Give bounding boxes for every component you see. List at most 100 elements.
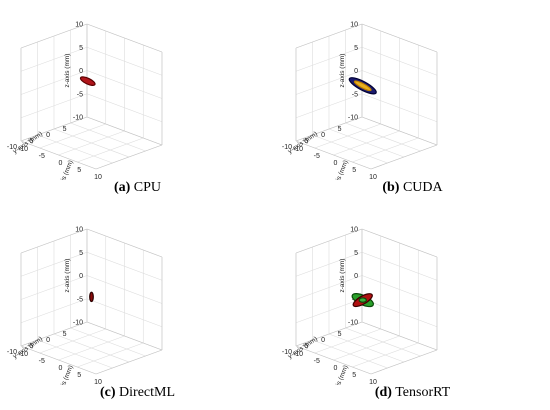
box-edge — [20, 228, 88, 254]
y-tick-label: 5 — [338, 331, 342, 338]
y-tick-label: 5 — [63, 126, 67, 133]
box-edge — [86, 321, 163, 351]
z-axis-label: z-axis (mm) — [64, 54, 71, 88]
x-tick-label: -5 — [39, 153, 45, 160]
grid-line — [328, 128, 405, 158]
caption-label: (b) — [382, 180, 400, 195]
y-tick-label: -5 — [27, 138, 33, 145]
box-edge — [20, 345, 97, 375]
panel-cpu: 10 5 0 -5 -10 z-axis (mm) -10 -5 0 5 y-axis (mm) -1… — [0, 0, 275, 205]
z-tick-label: 10 — [350, 227, 358, 234]
z-tick-label: 0 — [354, 68, 358, 75]
y-tick-label: -5 — [302, 138, 308, 145]
caption-name: CUDA — [402, 180, 443, 195]
caption-label: (c) — [99, 385, 116, 400]
x-tick-label: -10 — [293, 146, 303, 153]
x-tick-label: -10 — [18, 146, 28, 153]
x-tick-label: -5 — [39, 358, 45, 365]
x-tick-label: 5 — [352, 372, 356, 379]
z-tick-label: -10 — [348, 320, 358, 327]
grid-line — [70, 327, 146, 357]
grid-line — [295, 70, 363, 95]
z-tick-label: 5 — [79, 45, 83, 52]
box-edge — [86, 23, 163, 53]
z-tick-label: 0 — [354, 273, 358, 280]
grid-line — [295, 46, 363, 72]
y-tick-label: 0 — [46, 132, 50, 139]
box-edge — [361, 228, 438, 258]
grid-line — [70, 122, 146, 152]
y-tick-label: 0 — [321, 337, 325, 344]
box-edge — [20, 23, 88, 49]
y-tick-label: -10 — [282, 144, 292, 151]
grid-line — [361, 46, 438, 76]
box-edge — [295, 321, 363, 347]
box-edge — [370, 144, 438, 170]
z-tick-label: -5 — [77, 91, 83, 98]
z-tick-label: -10 — [73, 115, 83, 122]
box-edge — [86, 116, 163, 146]
box-edge — [361, 116, 438, 146]
z-tick-label: 10 — [75, 22, 83, 29]
grid-line — [77, 137, 144, 163]
grid-line — [328, 333, 405, 363]
ellipsoid-mark — [79, 76, 96, 86]
caption-name: DirectML — [119, 385, 176, 400]
z-tick-label: 5 — [354, 45, 358, 52]
x-tick-label: 5 — [77, 167, 81, 174]
ellipsoid-mark — [358, 297, 367, 303]
z-tick-label: 10 — [350, 22, 358, 29]
z-axis-label: z-axis (mm) — [339, 259, 346, 293]
caption-tensorrt: (d) TensorRT — [275, 385, 550, 401]
box-edge — [20, 321, 88, 347]
x-tick-label: 10 — [94, 379, 102, 385]
z-axis-label: z-axis (mm) — [339, 54, 346, 88]
box-edge — [295, 228, 363, 254]
x-tick-label: 10 — [94, 174, 102, 180]
grid-line — [20, 46, 88, 72]
grid-line — [361, 275, 438, 304]
x-tick-label: -5 — [314, 153, 320, 160]
grid-line — [86, 275, 163, 304]
box-edge — [295, 345, 372, 375]
y-tick-label: 0 — [321, 132, 325, 139]
grid-line — [345, 327, 421, 357]
box-edge — [370, 349, 438, 375]
grid-line — [295, 275, 363, 300]
box-edge — [295, 23, 363, 49]
z-tick-label: 10 — [75, 227, 83, 234]
grid-line — [53, 128, 130, 158]
box-edge — [86, 228, 163, 258]
z-tick-label: 0 — [79, 273, 83, 280]
grid-line — [53, 333, 130, 363]
y-tick-label: -10 — [7, 144, 17, 151]
caption-label: (a) — [113, 180, 131, 195]
caption-name: TensorRT — [395, 385, 451, 400]
caption-cuda: (b) CUDA — [275, 180, 550, 196]
box-edge — [295, 140, 372, 170]
z-tick-label: 5 — [79, 250, 83, 257]
box-edge — [295, 116, 363, 142]
x-tick-label: 0 — [334, 365, 338, 372]
x-tick-label: 0 — [59, 160, 63, 167]
x-tick-label: -10 — [293, 351, 303, 358]
x-tick-label: 10 — [369, 174, 377, 180]
z-tick-label: -5 — [77, 296, 83, 303]
y-tick-label: -5 — [302, 343, 308, 350]
grid-line — [86, 70, 163, 99]
ellipsoid-mark — [89, 291, 94, 303]
grid-line — [20, 70, 88, 95]
x-tick-label: -10 — [18, 351, 28, 358]
z-tick-label: -10 — [348, 115, 358, 122]
y-tick-label: -10 — [282, 349, 292, 356]
z-tick-label: 5 — [354, 250, 358, 257]
